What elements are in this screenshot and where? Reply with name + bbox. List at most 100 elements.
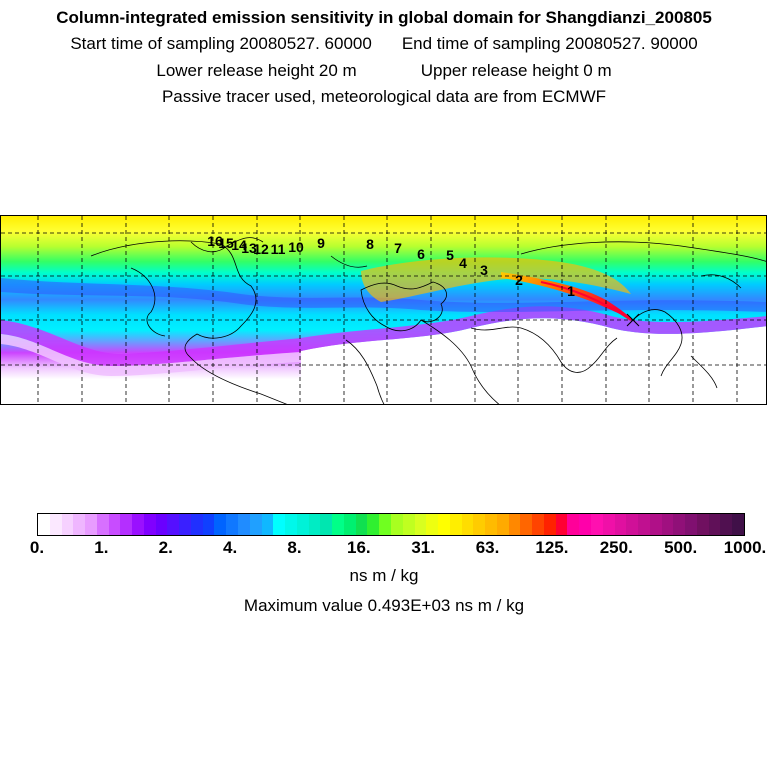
colorbar-segment xyxy=(249,514,262,535)
upper-release-label: Upper release height 0 m xyxy=(420,61,612,80)
colorbar-tick-label: 1000. xyxy=(723,538,767,557)
colorbar-segment xyxy=(461,514,474,535)
end-time-label: End time of sampling 20080527. 90000 xyxy=(401,34,698,53)
colorbar-segment xyxy=(696,514,709,535)
colorbar-tick-label: 2. xyxy=(158,538,173,557)
colorbar-tick-label: 1. xyxy=(94,538,109,557)
tracer-info-line: Passive tracer used, meteorological data… xyxy=(161,87,607,106)
coastlines xyxy=(90,237,766,404)
colorbar-segment xyxy=(85,514,97,535)
sampling-time-line: Start time of sampling 20080527. 60000 En… xyxy=(0,34,768,54)
colorbar-segment xyxy=(355,514,368,535)
transport-plume xyxy=(501,272,633,320)
colorbar-segment xyxy=(190,514,203,535)
colorbar-tick-label: 250. xyxy=(599,538,633,557)
day-label: 8 xyxy=(366,236,374,252)
colorbar-segment xyxy=(673,514,686,535)
colorbar-tick-label: 31. xyxy=(411,538,435,557)
colorbar-segment xyxy=(73,514,86,535)
day-label: 15 xyxy=(218,235,234,251)
day-label: 16 xyxy=(207,233,223,249)
colorbar-segment xyxy=(226,514,239,535)
blue-band xyxy=(1,278,766,312)
purple-band-west xyxy=(1,320,301,366)
day-label: 11 xyxy=(271,241,286,257)
colorbar-segment xyxy=(720,514,733,535)
colorbar-segment xyxy=(143,514,156,535)
start-time-label: Start time of sampling 20080527. 60000 xyxy=(70,34,372,53)
colorbar-segment xyxy=(108,514,121,535)
colorbar-segment xyxy=(273,514,286,535)
colorbar-segment xyxy=(202,514,215,535)
colorbar-segment xyxy=(508,514,521,535)
colorbar-segment xyxy=(343,514,356,535)
colorbar-segment xyxy=(449,514,462,535)
purple-band-east xyxy=(301,306,766,351)
plume-core xyxy=(540,281,632,321)
colorbar-segment xyxy=(390,514,403,535)
colorbar-segment xyxy=(649,514,662,535)
colorbar-segment xyxy=(179,514,191,535)
colorbar-tick-label: 0. xyxy=(29,538,45,557)
colorbar-tick-label: 63. xyxy=(475,538,500,557)
colorbar-segment xyxy=(367,514,380,535)
pink-band-west xyxy=(1,334,301,376)
day-label: 5 xyxy=(446,247,454,263)
colorbar-segment xyxy=(614,514,627,535)
colorbar-segment xyxy=(579,514,591,535)
colorbar-segment xyxy=(332,514,344,535)
maximum-value-label: Maximum value 0.493E+03 ns m / kg xyxy=(243,596,525,615)
colorbar-tick-label: 125. xyxy=(535,538,569,557)
colorbar-segment xyxy=(402,514,415,535)
colorbar-segment xyxy=(732,514,744,535)
colorbar-segment xyxy=(661,514,674,535)
colorbar-segment xyxy=(120,514,133,535)
day-label: 9 xyxy=(317,235,325,251)
colorbar-segment xyxy=(379,514,391,535)
colorbar-segment xyxy=(238,514,250,535)
chart-title: Column-integrated emission sensitivity i… xyxy=(56,8,712,27)
colorbar-segment xyxy=(61,514,74,535)
colorbar-segment xyxy=(473,514,486,535)
colorbar-tick-label: 16. xyxy=(346,538,371,557)
day-label: 3 xyxy=(480,262,488,278)
day-label: 13 xyxy=(241,240,257,256)
colorbar-segment xyxy=(426,514,439,535)
low-sensitivity-south xyxy=(301,318,766,404)
colorbar-segment xyxy=(555,514,568,535)
day-label: 10 xyxy=(288,239,304,255)
day-label: 4 xyxy=(459,255,467,271)
colorbar-segment xyxy=(38,514,50,535)
colorbar-segment xyxy=(496,514,509,535)
day-label: 14 xyxy=(231,237,247,253)
colorbar-tick-label: 4. xyxy=(222,538,238,557)
graticule xyxy=(1,216,766,404)
colorbar-segment xyxy=(414,514,427,535)
day-label: 6 xyxy=(417,246,425,262)
colorbar-segment xyxy=(520,514,533,535)
colorbar-segment xyxy=(132,514,144,535)
colorbar-segment xyxy=(96,514,109,535)
day-label: 7 xyxy=(394,240,402,256)
colorbar-segment xyxy=(167,514,180,535)
colorbar-segment xyxy=(438,514,450,535)
colorbar-segment xyxy=(49,514,62,535)
day-label: 2 xyxy=(515,272,523,288)
colorbar-tick-label: 500. xyxy=(664,538,698,557)
sensitivity-map: 1 2 3 4 5 6 7 8 9 10 11 12 13 14 15 16 xyxy=(0,215,767,405)
colorbar-unit: ns m / kg xyxy=(349,566,419,585)
lower-release-label: Lower release height 20 m xyxy=(156,61,357,80)
colorbar-segment xyxy=(543,514,556,535)
colorbar-segment xyxy=(708,514,721,535)
colorbar-segment xyxy=(485,514,497,535)
colorbar-segment xyxy=(320,514,333,535)
release-site-marker xyxy=(626,313,640,327)
day-label: 1 xyxy=(567,283,575,299)
colorbar xyxy=(37,513,745,536)
colorbar-segment xyxy=(532,514,544,535)
high-sensitivity-north xyxy=(361,257,631,302)
colorbar-segment xyxy=(214,514,227,535)
colorbar-segment xyxy=(638,514,650,535)
